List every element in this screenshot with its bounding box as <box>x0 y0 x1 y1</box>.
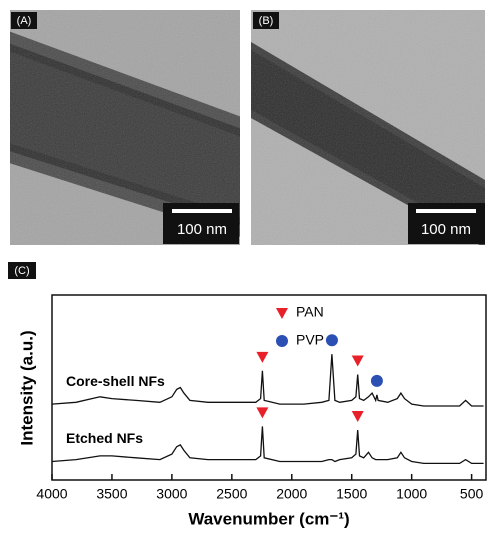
x-tick-label: 500 <box>460 486 484 502</box>
panel-label: (A) <box>17 15 32 27</box>
x-tick-label: 2500 <box>216 486 247 502</box>
peak-marker <box>256 407 268 418</box>
peak-marker <box>352 356 364 367</box>
x-tick-label: 2000 <box>276 486 307 502</box>
legend-marker <box>276 335 288 347</box>
legend-label: PVP <box>296 332 324 348</box>
figure: (A) (B) 100 nm 100 nm (C) Wavenumber (cm… <box>0 0 488 533</box>
peak-marker <box>352 411 364 422</box>
y-axis-label: Intensity (a.u.) <box>17 330 36 445</box>
series-label: Etched NFs <box>66 430 143 446</box>
x-tick-label: 1500 <box>336 486 367 502</box>
x-tick-label: 3000 <box>156 486 187 502</box>
scale-label: 100 nm <box>421 221 471 238</box>
x-tick-label: 4000 <box>36 486 67 502</box>
peak-marker <box>326 334 338 346</box>
legend-marker <box>276 308 288 319</box>
panel-label: (C) <box>14 265 29 277</box>
scale-label: 100 nm <box>177 221 227 238</box>
x-tick-label: 1000 <box>396 486 427 502</box>
series-label: Core-shell NFs <box>66 373 165 389</box>
panel-label: (B) <box>259 15 274 27</box>
peak-marker <box>371 375 383 387</box>
scale-bar <box>172 209 232 213</box>
x-tick-label: 3500 <box>96 486 127 502</box>
scale-bar <box>416 209 476 213</box>
peak-marker <box>256 352 268 363</box>
legend-label: PAN <box>296 304 324 320</box>
x-axis-label: Wavenumber (cm⁻¹) <box>188 509 349 528</box>
